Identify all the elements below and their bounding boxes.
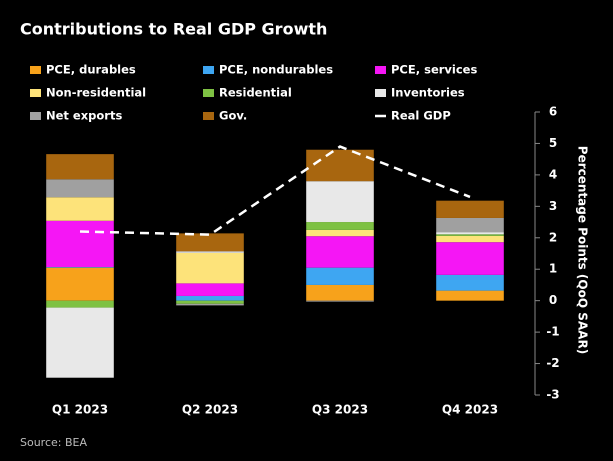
y-tick-label: 4 (549, 167, 557, 181)
legend-label: Residential (219, 86, 292, 100)
y-tick-label: 3 (549, 199, 557, 213)
y-tick-label: -3 (546, 388, 559, 402)
y-tick-label: 6 (549, 105, 557, 119)
legend-label: Gov. (219, 109, 247, 123)
y-tick-label: 5 (549, 136, 557, 150)
y-tick-label: -2 (546, 356, 559, 370)
bar-segment (46, 197, 114, 221)
bar-segment (306, 300, 374, 302)
bar-segment (176, 295, 244, 301)
bar-segment (436, 242, 504, 275)
bar-segment (306, 267, 374, 285)
bar-segment (46, 220, 114, 268)
legend-label: Net exports (46, 109, 122, 123)
bar-segment (176, 300, 244, 304)
legend-swatch (375, 66, 386, 74)
bar-segment (306, 222, 374, 230)
legend-swatch (203, 66, 214, 74)
bar-segment (436, 217, 504, 233)
chart-title: Contributions to Real GDP Growth (20, 20, 327, 39)
bar-segment (46, 300, 114, 308)
bar-segment (306, 149, 374, 182)
bar-segment (46, 154, 114, 180)
bar-segment (176, 233, 244, 252)
bar-segment (176, 303, 244, 306)
bar-segment (436, 200, 504, 218)
x-tick-label: Q2 2023 (182, 403, 238, 417)
line (79, 145, 471, 236)
bar-segment (46, 267, 114, 301)
y-tick-label: -1 (546, 325, 559, 339)
legend-label: PCE, services (391, 63, 477, 77)
y-tick-label: 0 (549, 293, 557, 307)
y-tick-label: 2 (549, 230, 557, 244)
bar-segment (306, 181, 374, 223)
legend-label: Non-residential (46, 86, 146, 100)
y-tick-label: 1 (549, 262, 557, 276)
legend-swatch (30, 112, 41, 120)
x-tick-label: Q3 2023 (312, 403, 368, 417)
bar-segment (176, 251, 244, 253)
legend-swatch (203, 89, 214, 97)
bar-segment (436, 235, 504, 243)
bar-segment (436, 290, 504, 301)
legend-swatch (30, 89, 41, 97)
bar-segment (306, 284, 374, 301)
bar-segment (306, 236, 374, 268)
bar-segment (436, 234, 504, 236)
bar-segment (46, 179, 114, 198)
legend-label: PCE, nondurables (219, 63, 333, 77)
bar-segment (306, 229, 374, 237)
bar-segment (176, 252, 244, 284)
y-axis-title: Percentage Points (QoQ SAAR) (576, 146, 590, 354)
legend-swatch (203, 112, 214, 120)
legend-label: PCE, durables (46, 63, 136, 77)
legend-swatch (375, 89, 386, 97)
x-tick-label: Q1 2023 (52, 403, 108, 417)
legend-label: Real GDP (391, 109, 451, 123)
x-tick-label: Q4 2023 (442, 403, 498, 417)
bar-segment (46, 307, 114, 378)
legend-swatch (30, 66, 41, 74)
bar-segment (46, 267, 114, 268)
bar-segment (176, 283, 244, 296)
bar-segment (436, 232, 504, 235)
bar-segment (436, 274, 504, 291)
legend-label: Inventories (391, 86, 465, 100)
source: Source: BEA (20, 436, 87, 449)
